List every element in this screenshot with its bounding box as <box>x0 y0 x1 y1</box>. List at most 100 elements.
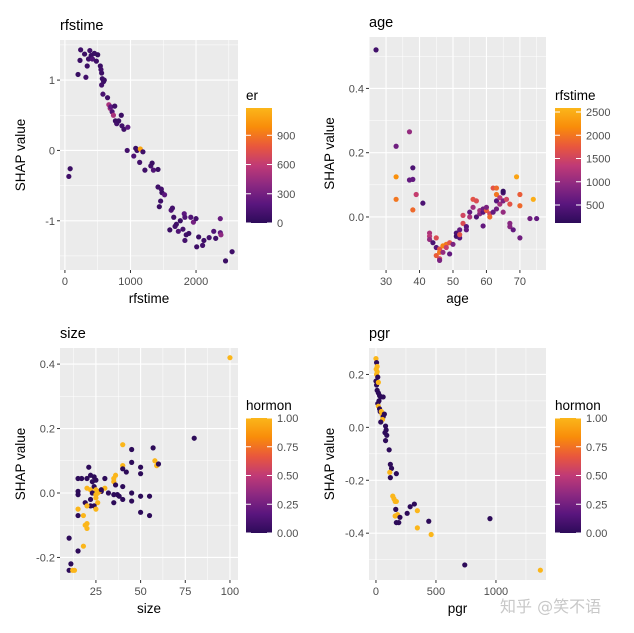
data-point <box>75 492 81 498</box>
data-point <box>386 447 392 453</box>
colorbar-legend: hormon 0.00 0.25 0.50 0.75 1.00 <box>555 398 607 540</box>
data-point <box>138 464 144 470</box>
data-point <box>93 495 99 501</box>
data-point <box>86 464 92 470</box>
x-tick-label: 100 <box>221 586 239 598</box>
data-point <box>404 510 410 516</box>
y-tick-label: 0.2 <box>40 424 55 436</box>
data-point <box>387 461 393 467</box>
data-point <box>381 411 387 417</box>
data-point <box>213 235 219 241</box>
data-point <box>426 236 433 243</box>
colorbar-tick-label: 0.50 <box>277 471 298 483</box>
panel-size: 25 50 75 100 -0.2 0.0 0.2 0.4 size size SHAP value… <box>13 326 298 616</box>
data-point <box>443 244 449 251</box>
data-point <box>393 471 399 477</box>
colorbar-tick-label: 900 <box>277 130 295 142</box>
colorbar-tick-label: 2500 <box>586 107 610 119</box>
data-point <box>66 173 72 180</box>
x-tick-label: 2000 <box>184 276 208 288</box>
data-point <box>158 198 164 204</box>
panel-title: pgr <box>369 326 390 342</box>
data-point <box>95 500 101 506</box>
data-point <box>149 160 155 166</box>
data-point <box>460 220 466 226</box>
data-point <box>426 518 432 524</box>
y-tick-label: -0.2 <box>36 552 55 564</box>
data-point <box>500 188 506 194</box>
data-point <box>78 47 84 53</box>
data-point <box>420 200 426 206</box>
data-point <box>503 196 510 202</box>
data-point <box>80 512 87 519</box>
colorbar-tick-label: 300 <box>277 189 295 201</box>
data-point <box>411 501 417 507</box>
data-point <box>413 191 419 198</box>
data-point <box>507 201 513 207</box>
data-point <box>93 58 99 64</box>
panel-title: size <box>60 326 86 342</box>
data-point <box>129 498 135 504</box>
data-point <box>430 240 436 246</box>
data-point <box>433 235 439 241</box>
data-point <box>66 535 72 541</box>
data-point <box>101 77 107 83</box>
data-point <box>384 432 390 438</box>
plot-background <box>60 40 238 270</box>
colorbar-title: er <box>246 88 259 103</box>
data-point <box>497 201 503 207</box>
data-point <box>182 237 188 244</box>
data-point <box>493 191 500 198</box>
data-point <box>537 567 543 573</box>
colorbar-title: hormon <box>246 398 292 413</box>
data-point <box>410 207 416 213</box>
data-point <box>406 129 413 135</box>
data-point <box>480 223 486 229</box>
data-point <box>118 112 124 118</box>
data-point <box>98 487 104 493</box>
plot-background <box>60 348 238 580</box>
data-point <box>507 224 513 230</box>
data-point <box>129 490 135 496</box>
data-point <box>194 244 200 250</box>
data-point <box>112 103 118 109</box>
colorbar-tick-label: 1000 <box>586 177 610 189</box>
data-point <box>167 227 173 233</box>
data-point <box>131 153 137 159</box>
panel-title: rfstime <box>60 18 104 34</box>
colorbar-tick-label: 0.25 <box>586 499 607 511</box>
data-point <box>450 241 456 247</box>
y-tick-label: -1 <box>45 216 55 228</box>
data-point <box>155 166 161 173</box>
data-point <box>457 227 463 233</box>
watermark: 知乎 @笑不语 <box>500 597 601 616</box>
data-point <box>490 209 496 215</box>
data-point <box>67 166 73 172</box>
data-point <box>392 513 398 519</box>
data-point <box>123 469 129 475</box>
colorbar-tick-label: 0.50 <box>586 471 607 483</box>
data-point <box>517 203 523 209</box>
data-point <box>393 174 399 180</box>
colorbar-tick-label: 1500 <box>586 154 610 166</box>
data-point <box>152 458 158 464</box>
colorbar <box>246 108 272 223</box>
data-point <box>105 490 112 496</box>
x-tick-label: 50 <box>447 276 459 288</box>
data-point <box>129 446 135 453</box>
y-axis-title: SHAP value <box>322 428 337 501</box>
data-point <box>433 252 439 259</box>
data-point <box>121 126 127 132</box>
data-point <box>171 214 177 220</box>
colorbar-tick-label: 2000 <box>586 130 610 142</box>
data-point <box>110 112 117 118</box>
data-point <box>493 185 500 191</box>
data-point <box>373 47 379 53</box>
data-point <box>129 459 135 465</box>
data-point <box>66 567 72 573</box>
panel-pgr: 0 500 1000 -0.4 -0.2 0.0 0.2 pgr pgr SHAP value ho… <box>322 326 607 616</box>
y-tick-label: -0.4 <box>345 528 364 540</box>
panel-age: 30 40 50 60 70 0.0 0.2 0.4 age age SHAP value rfsti… <box>322 15 610 306</box>
data-point <box>150 167 157 173</box>
data-point <box>527 215 533 222</box>
